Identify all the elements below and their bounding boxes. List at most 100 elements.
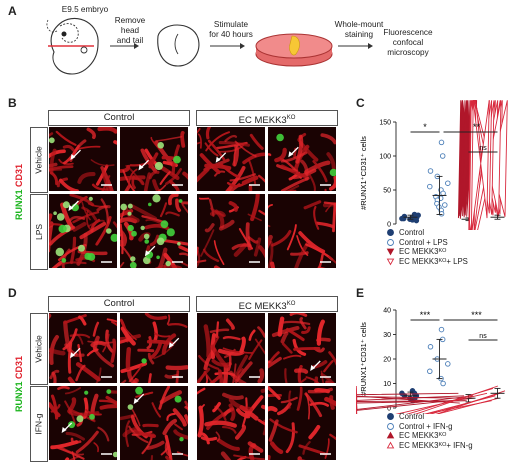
flow-arrow-1 xyxy=(110,43,139,49)
legend-marker-icon xyxy=(386,258,395,266)
legend-e: Control Control + IFN-g EC MEKK3 KO EC MEKK3… xyxy=(386,412,473,450)
data-point xyxy=(427,344,434,350)
legend-label-sup: KO xyxy=(438,257,447,264)
legend-label-suffix: + IFN-g xyxy=(446,440,473,450)
data-point xyxy=(356,392,488,414)
y-tick-label: 40 xyxy=(383,308,391,315)
micrograph-d-control-ifng-2 xyxy=(120,386,188,460)
panel-b-group-ko: EC MEKK3KO xyxy=(196,110,338,126)
step4-line2: confocal xyxy=(392,38,424,47)
step1-line2: head xyxy=(120,26,140,35)
micrograph-b-control-vehicle-2 xyxy=(120,127,188,191)
data-point xyxy=(356,385,499,414)
legend-marker-icon xyxy=(387,413,394,421)
legend-entry: EC MEKK3 KO + IFN-g xyxy=(386,441,473,451)
panel-letter-c: C xyxy=(356,96,365,110)
micrograph-b-ko-lps-2 xyxy=(268,194,336,268)
pointer-arrow-icon xyxy=(168,337,180,349)
panel-letter-b: B xyxy=(8,96,17,110)
panel-d-stain-cd31: CD31 xyxy=(14,355,24,379)
panel-d-stain-runx1: RUNX1 xyxy=(14,381,24,412)
pointer-arrow-icon xyxy=(61,422,73,433)
pointer-arrow-icon xyxy=(68,200,79,212)
micrograph-b-ko-lps-1 xyxy=(197,194,265,268)
panel-letter-a: A xyxy=(8,4,17,18)
legend-label-sup: KO xyxy=(438,441,447,448)
sig-label-right: *** xyxy=(471,310,482,320)
step2-line2: for 40 hours xyxy=(209,30,253,39)
step4-line3: microscopy xyxy=(387,48,429,57)
step2-line1: Stimulate xyxy=(213,20,249,29)
y-tick-label: 0 xyxy=(387,406,391,413)
data-point xyxy=(445,180,451,186)
y-tick-label: 100 xyxy=(379,154,391,161)
panel-b-group-control: Control xyxy=(48,110,190,126)
micrograph-b-control-lps-1 xyxy=(49,194,117,268)
y-axis-label: #RUNX1⁺CD31⁺ cells xyxy=(359,322,368,396)
panel-d-group-control: Control xyxy=(48,296,190,312)
y-axis-label: #RUNX1⁺CD31⁺ cells xyxy=(359,136,368,210)
pointer-arrow-icon xyxy=(70,149,81,161)
legend-marker-icon xyxy=(387,229,394,237)
y-tick-label: 0 xyxy=(387,222,391,229)
data-point xyxy=(442,202,448,208)
micrograph-d-ko-vehicle-1 xyxy=(197,313,265,383)
embryo-stage-label: E9.5 embryo xyxy=(61,5,109,14)
legend-label: Control + LPS xyxy=(399,237,448,247)
data-point xyxy=(470,100,490,230)
micrograph-b-ko-vehicle-2 xyxy=(268,127,336,191)
legend-entry: Control + LPS xyxy=(386,238,468,248)
legend-label: EC MEKK3 xyxy=(399,247,439,256)
legend-label-suffix: + LPS xyxy=(446,256,468,266)
culture-dish-illustration xyxy=(255,33,333,67)
panel-b-stain-runx1: RUNX1 xyxy=(14,189,24,220)
step4-line1: Fluorescence xyxy=(383,28,433,37)
legend-marker-icon xyxy=(386,441,395,449)
pointer-arrow-icon xyxy=(69,347,81,359)
sig-label-ns: ns xyxy=(479,145,487,152)
sig-label-ns: ns xyxy=(479,333,487,340)
panel-letter-d: D xyxy=(8,286,17,300)
data-point xyxy=(356,392,459,396)
panel-b-stain-label: RUNX1 CD31 xyxy=(14,164,24,220)
data-point xyxy=(356,387,494,414)
data-point xyxy=(427,168,434,174)
panel-letter-e: E xyxy=(356,286,365,300)
micrograph-d-ko-ifng-2 xyxy=(268,386,336,460)
legend-label: EC MEKK3 xyxy=(399,431,439,440)
micrograph-d-ko-vehicle-2 xyxy=(268,313,336,383)
legend-marker-icon xyxy=(387,238,394,246)
micrograph-b-control-vehicle-1 xyxy=(49,127,117,191)
flow-arrow-3 xyxy=(338,43,373,49)
data-point xyxy=(438,139,445,146)
y-tick-label: 150 xyxy=(379,120,391,127)
micrograph-d-ko-ifng-1 xyxy=(197,386,265,460)
legend-entry: EC MEKK3 KO xyxy=(386,247,468,257)
sig-label-left: *** xyxy=(420,310,431,320)
panel-d-stain-label: RUNX1 CD31 xyxy=(14,356,24,412)
legend-label-sup: KO xyxy=(438,248,447,254)
step1-line3: and tail xyxy=(116,36,144,45)
embryo-illustration xyxy=(46,17,99,75)
pointer-arrow-icon xyxy=(144,245,156,257)
legend-entry: EC MEKK3 KO + LPS xyxy=(386,257,468,267)
legend-label: EC MEKK3 xyxy=(399,256,439,266)
legend-marker-icon xyxy=(386,431,395,439)
legend-label: Control + IFN-g xyxy=(399,421,453,431)
pointer-arrow-icon xyxy=(138,159,149,171)
pointer-arrow-icon xyxy=(133,393,145,405)
y-tick-label: 20 xyxy=(383,357,391,364)
legend-label-sup: KO xyxy=(438,432,447,438)
legend-label: EC MEKK3 xyxy=(399,440,439,450)
data-point xyxy=(438,326,445,333)
panel-d-row-ifng: IFN-g xyxy=(30,386,48,462)
legend-c: Control Control + LPS EC MEKK3 KO EC MEKK3 KO… xyxy=(386,228,468,266)
legend-label: Control xyxy=(399,412,425,421)
micrograph-d-control-ifng-1 xyxy=(49,386,117,460)
pointer-arrow-icon xyxy=(288,146,299,158)
micrograph-d-control-vehicle-2 xyxy=(120,313,188,383)
data-point xyxy=(439,153,446,159)
panel-b-group-ko-sup: KO xyxy=(286,115,296,121)
legend-entry: Control xyxy=(386,228,468,238)
